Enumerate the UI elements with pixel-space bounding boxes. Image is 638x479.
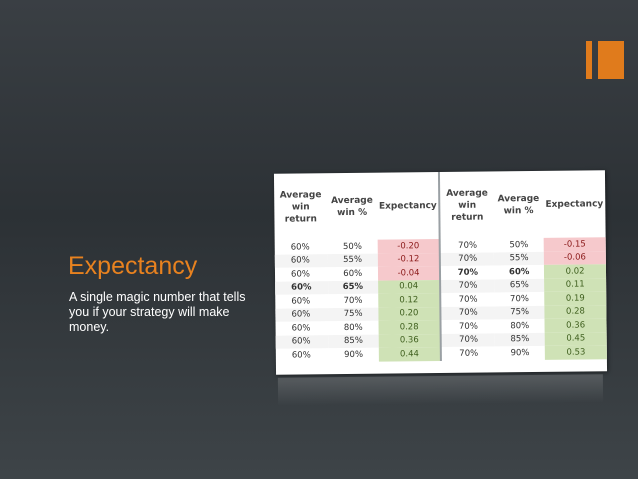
table-header-row: Average win return Average win % Expecta…	[274, 170, 606, 240]
cell: 90%	[510, 347, 530, 359]
cell: 70%	[440, 251, 495, 267]
cell: 70%	[440, 319, 495, 334]
cell-expectancy: -0.15	[543, 237, 606, 252]
cell: 70%	[440, 305, 495, 320]
cell: 60%	[275, 334, 329, 349]
cell: 85%	[494, 332, 545, 347]
cell-expectancy: -0.04	[377, 266, 441, 281]
cell: 90%	[344, 349, 364, 360]
header-avg-win-return-1: Average win return	[279, 189, 322, 225]
cell-expectancy: 0.11	[544, 277, 607, 292]
cell-expectancy: 0.28	[544, 304, 607, 319]
logo-bar-thick	[598, 41, 624, 79]
cell: 65%	[494, 278, 545, 293]
cell: 70%	[440, 278, 495, 293]
cell: 55%	[327, 253, 378, 268]
cell-expectancy: -0.06	[543, 250, 606, 265]
header-expectancy-1: Expectancy	[378, 200, 437, 212]
cell-expectancy: 0.45	[544, 331, 607, 346]
cell-expectancy: -0.12	[377, 252, 441, 267]
cell-expectancy: 0.19	[544, 291, 607, 306]
cell: 70%	[441, 332, 496, 347]
cell: 85%	[328, 334, 379, 349]
cell-expectancy: 0.04	[377, 279, 441, 294]
cell: 70%	[509, 293, 529, 305]
cell: 60%	[290, 269, 310, 280]
header-avg-win-pct-1: Average win %	[331, 195, 373, 218]
cell: 65%	[327, 280, 378, 295]
cell-expectancy: 0.28	[378, 319, 442, 335]
cell-expectancy: 0.53	[544, 345, 607, 360]
cell: 60%	[343, 268, 363, 279]
logo-bar-thin	[586, 41, 592, 79]
cell: 80%	[510, 320, 530, 332]
header-expectancy-2: Expectancy	[545, 198, 604, 210]
cell: 60%	[291, 296, 311, 307]
cell-expectancy: 0.02	[544, 264, 607, 279]
cell: 70%	[440, 238, 495, 253]
cell: 60%	[275, 307, 329, 322]
cell: 75%	[328, 307, 379, 322]
expectancy-table: Average win return Average win % Expecta…	[274, 170, 607, 362]
cell: 70%	[440, 265, 495, 280]
cell-expectancy: 0.44	[378, 346, 442, 362]
slide-title: Expectancy	[68, 252, 198, 280]
cell: 75%	[494, 305, 545, 320]
header-avg-win-pct-2: Average win %	[497, 193, 540, 216]
cell: 60%	[275, 280, 329, 295]
cell: 60%	[274, 253, 328, 268]
slide-body-text: A single magic number that tells you if …	[69, 290, 246, 334]
cell: 60%	[508, 266, 530, 278]
header-avg-win-return-2: Average win return	[439, 171, 494, 240]
cell: 60%	[290, 242, 310, 253]
table-reflection	[277, 374, 604, 406]
cell-expectancy: -0.20	[377, 239, 441, 254]
cell: 70%	[440, 292, 495, 307]
expectancy-table-image: Average win return Average win % Expecta…	[273, 170, 608, 375]
cell-expectancy: 0.20	[378, 306, 441, 321]
cell: 50%	[342, 241, 362, 252]
cell: 50%	[509, 239, 529, 251]
cell-expectancy: 0.12	[377, 292, 441, 308]
cell: 70%	[343, 295, 363, 306]
cell: 60%	[291, 323, 311, 334]
cell-expectancy: 0.36	[544, 318, 607, 333]
cell: 60%	[291, 350, 311, 361]
cell: 55%	[494, 251, 545, 266]
cell: 80%	[343, 322, 363, 333]
cell-expectancy: 0.36	[378, 333, 442, 348]
cell: 70%	[441, 346, 496, 361]
table-row: 60% 90% 0.44 70% 90% 0.53	[276, 345, 607, 362]
